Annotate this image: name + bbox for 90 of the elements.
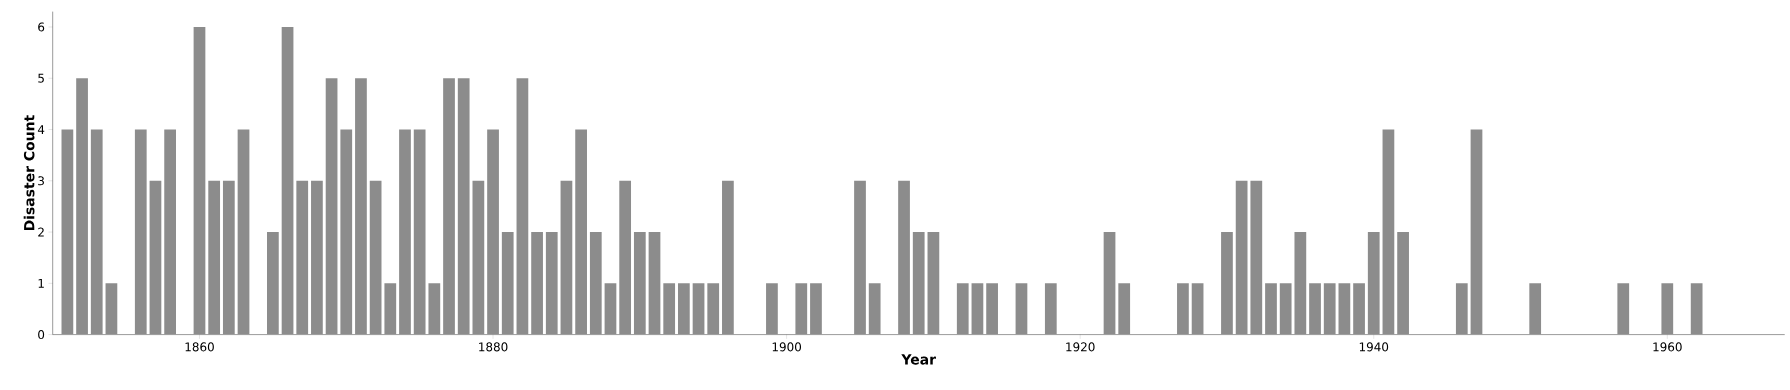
x-tick-label: 1880	[479, 342, 508, 352]
bar	[61, 129, 74, 335]
bar	[927, 232, 940, 335]
bar	[443, 78, 455, 335]
bar	[311, 180, 323, 335]
bar	[76, 78, 88, 335]
y-tick-label: 2	[38, 227, 44, 237]
bar	[1250, 180, 1263, 335]
x-tick-label: 1860	[185, 342, 214, 352]
bar	[501, 232, 514, 335]
bar	[1529, 283, 1542, 335]
bar	[1265, 283, 1277, 335]
bar	[1309, 283, 1321, 335]
bar	[472, 180, 485, 335]
bar	[369, 180, 382, 335]
bar	[898, 180, 910, 335]
bar	[237, 129, 250, 335]
bar	[1397, 232, 1409, 335]
bar	[340, 129, 353, 335]
bar	[355, 78, 367, 335]
x-axis-title: Year	[901, 354, 936, 365]
bar	[868, 283, 881, 335]
bar	[545, 232, 558, 335]
y-tick-label: 5	[38, 73, 44, 83]
bar	[692, 283, 705, 335]
bar	[1455, 283, 1468, 335]
bar	[296, 180, 309, 335]
y-tick-label: 6	[38, 22, 45, 32]
bar	[428, 283, 441, 335]
bar	[164, 129, 176, 335]
bar	[457, 78, 470, 335]
y-tick-label: 3	[38, 176, 44, 186]
bar	[134, 129, 147, 335]
bar	[1044, 283, 1057, 335]
bar	[384, 283, 397, 335]
bar	[208, 180, 221, 335]
bar	[1617, 283, 1630, 335]
bar	[149, 180, 162, 335]
bar	[90, 129, 103, 335]
bar	[986, 283, 998, 335]
y-tick-label: 0	[38, 330, 45, 340]
bar	[1294, 232, 1307, 335]
bar	[281, 26, 294, 335]
bar	[707, 283, 720, 335]
bar	[413, 129, 426, 335]
bar	[663, 283, 676, 335]
bar	[912, 232, 925, 335]
bar	[1103, 232, 1116, 335]
bar	[1118, 283, 1131, 335]
bar	[1323, 283, 1336, 335]
bar	[795, 283, 808, 335]
bar	[516, 78, 529, 335]
bar	[604, 283, 617, 335]
bar	[971, 283, 984, 335]
bar	[1221, 232, 1233, 335]
bar	[325, 78, 338, 335]
bar	[677, 283, 690, 335]
x-tick-label: 1940	[1359, 342, 1389, 352]
y-axis-title: Disaster Count	[23, 115, 35, 231]
bar	[399, 129, 411, 335]
bar	[531, 232, 543, 335]
bar	[1470, 129, 1483, 335]
bar	[722, 180, 734, 335]
bar	[810, 283, 822, 335]
x-tick-label: 1920	[1066, 342, 1095, 352]
bar	[1382, 129, 1395, 335]
bar	[105, 283, 118, 335]
bar	[560, 180, 573, 335]
bar	[589, 232, 602, 335]
bar	[1690, 283, 1703, 335]
bar	[1338, 283, 1351, 335]
bar	[1235, 180, 1248, 335]
y-tick-label: 1	[38, 278, 44, 288]
bar	[1279, 283, 1292, 335]
bar	[222, 180, 235, 335]
x-tick-label: 1960	[1653, 342, 1682, 352]
bar	[854, 180, 866, 335]
bar	[766, 283, 778, 335]
bar	[619, 180, 632, 335]
bar	[575, 129, 587, 335]
bar	[1015, 283, 1028, 335]
bar	[956, 283, 969, 335]
bar	[1353, 283, 1365, 335]
bar	[267, 232, 279, 335]
x-tick-label: 1900	[772, 342, 802, 352]
bar	[633, 232, 646, 335]
bar	[1177, 283, 1189, 335]
bar	[1191, 283, 1204, 335]
y-tick-label: 4	[37, 125, 45, 134]
bar	[648, 232, 661, 335]
